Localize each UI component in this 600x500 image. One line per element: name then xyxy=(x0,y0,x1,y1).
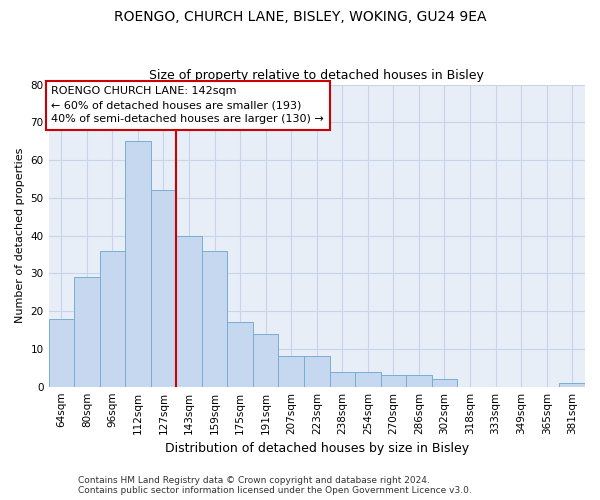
Bar xyxy=(380,376,406,386)
Bar xyxy=(253,334,278,386)
Bar xyxy=(559,383,585,386)
Y-axis label: Number of detached properties: Number of detached properties xyxy=(15,148,25,324)
Text: ROENGO, CHURCH LANE, BISLEY, WOKING, GU24 9EA: ROENGO, CHURCH LANE, BISLEY, WOKING, GU2… xyxy=(114,10,486,24)
Bar xyxy=(74,277,100,386)
Text: Contains HM Land Registry data © Crown copyright and database right 2024.
Contai: Contains HM Land Registry data © Crown c… xyxy=(78,476,472,495)
Bar xyxy=(278,356,304,386)
Bar xyxy=(406,376,432,386)
Bar xyxy=(227,322,253,386)
Bar xyxy=(176,236,202,386)
Bar xyxy=(202,250,227,386)
X-axis label: Distribution of detached houses by size in Bisley: Distribution of detached houses by size … xyxy=(165,442,469,455)
Bar xyxy=(100,250,125,386)
Bar xyxy=(151,190,176,386)
Bar xyxy=(304,356,329,386)
Bar xyxy=(49,318,74,386)
Bar xyxy=(329,372,355,386)
Bar xyxy=(125,141,151,386)
Bar xyxy=(432,379,457,386)
Bar xyxy=(355,372,380,386)
Text: ROENGO CHURCH LANE: 142sqm
← 60% of detached houses are smaller (193)
40% of sem: ROENGO CHURCH LANE: 142sqm ← 60% of deta… xyxy=(51,86,324,124)
Title: Size of property relative to detached houses in Bisley: Size of property relative to detached ho… xyxy=(149,69,484,82)
